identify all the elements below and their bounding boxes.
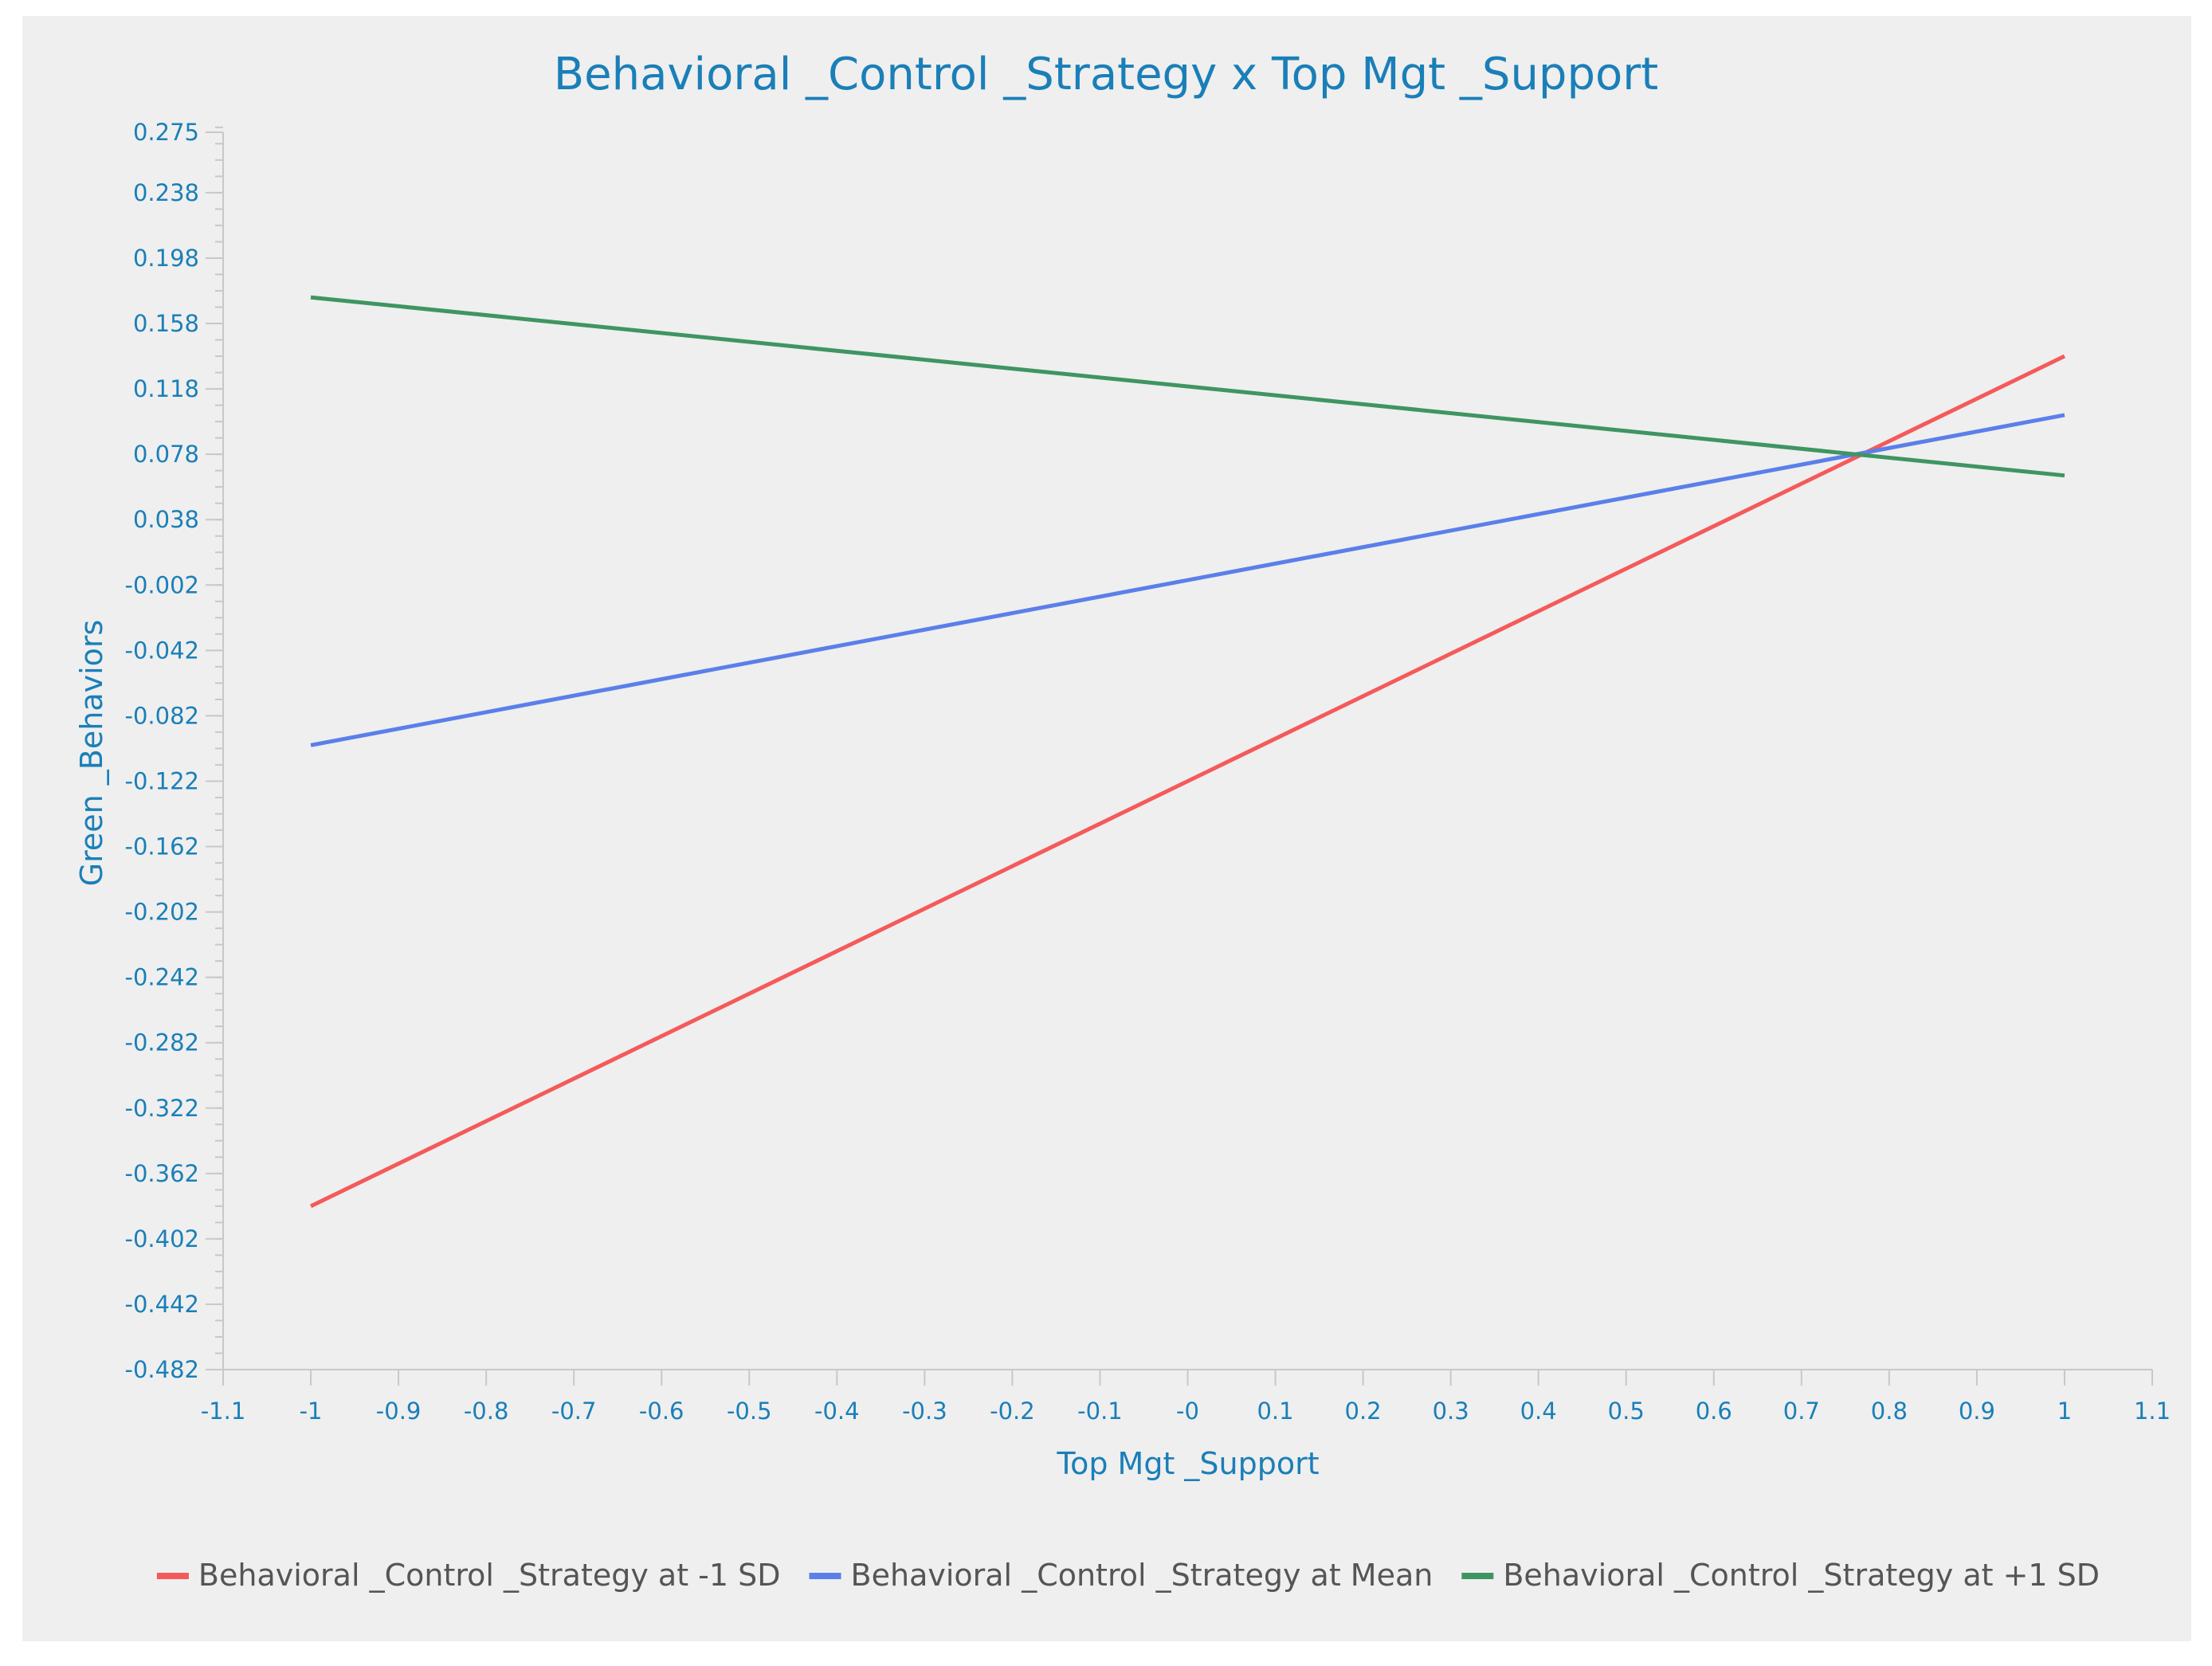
y-tick-label: -0.242 <box>125 964 200 991</box>
legend-item-3: Behavioral _Control _Strategy at +1 SD <box>1461 1558 2100 1593</box>
y-tick-label: 0.238 <box>133 179 199 206</box>
y-tick-label: -0.442 <box>125 1291 200 1318</box>
x-tick-label: -0.7 <box>551 1397 597 1425</box>
y-tick-label: -0.402 <box>125 1225 200 1252</box>
y-tick-label: -0.362 <box>125 1160 200 1187</box>
legend-label: Behavioral _Control _Strategy at +1 SD <box>1503 1558 2100 1593</box>
y-axis: 0.275 0.238 0.198 0.158 0.118 0.078 0.038 -0.00… <box>125 119 224 1383</box>
y-tick-label: 0.198 <box>133 245 199 272</box>
line-chart: Behavioral _Control _Strategy x Top Mgt … <box>74 49 2171 1593</box>
y-tick-label: -0.162 <box>125 833 200 860</box>
x-tick-label: -0.3 <box>902 1397 947 1425</box>
x-tick-label: 0.6 <box>1696 1397 1732 1425</box>
y-tick-label: 0.038 <box>133 506 199 533</box>
x-tick-label: -1 <box>300 1397 323 1425</box>
x-tick-label: -0.6 <box>639 1397 684 1425</box>
y-axis-title: Green _Behaviors <box>74 620 109 887</box>
x-tick-label: -0 <box>1176 1397 1199 1425</box>
x-tick-label: -0.9 <box>376 1397 422 1425</box>
y-tick-label: -0.122 <box>125 767 200 794</box>
x-axis-title: Top Mgt _Support <box>1056 1446 1319 1481</box>
legend: Behavioral _Control _Strategy at -1 SD Be… <box>156 1558 2100 1593</box>
y-tick-label: -0.282 <box>125 1029 200 1056</box>
series-line-1 <box>309 354 2066 1209</box>
series-line-3 <box>310 295 2065 478</box>
x-tick-label: 0.4 <box>1520 1397 1557 1425</box>
chart-title: Behavioral _Control _Strategy x Top Mgt … <box>554 49 1659 100</box>
x-tick-label: 0.1 <box>1257 1397 1293 1425</box>
x-tick-label: -1.1 <box>201 1397 246 1425</box>
y-tick-label: -0.202 <box>125 899 200 926</box>
series-line-2 <box>310 413 2065 747</box>
legend-item-2: Behavioral _Control _Strategy at Mean <box>809 1558 1433 1593</box>
y-tick-label: 0.275 <box>133 119 199 146</box>
x-tick-label: 0.3 <box>1433 1397 1469 1425</box>
x-tick-label: -0.2 <box>990 1397 1035 1425</box>
x-tick-label: 1.1 <box>2134 1397 2171 1425</box>
legend-item-1: Behavioral _Control _Strategy at -1 SD <box>156 1558 781 1593</box>
legend-label: Behavioral _Control _Strategy at Mean <box>851 1558 1433 1593</box>
x-tick-label: 0.8 <box>1871 1397 1908 1425</box>
y-tick-label: -0.002 <box>125 571 200 598</box>
legend-label: Behavioral _Control _Strategy at -1 SD <box>198 1558 781 1593</box>
series-lines <box>309 295 2066 1209</box>
x-tick-label: 0.9 <box>1959 1397 1995 1425</box>
x-tick-label: -0.1 <box>1077 1397 1123 1425</box>
x-tick-label: 1 <box>2057 1397 2072 1425</box>
y-tick-label: 0.078 <box>133 441 199 468</box>
x-tick-label: 0.5 <box>1608 1397 1645 1425</box>
x-tick-label: -0.5 <box>727 1397 772 1425</box>
x-tick-label: 0.7 <box>1783 1397 1820 1425</box>
y-tick-label: -0.082 <box>125 702 200 729</box>
x-axis: -1.1 -1 -0.9 -0.8 -0.7 -0.6 -0.5 -0.4 -0.3 -0.2 -0… <box>201 1369 2171 1425</box>
y-tick-label: -0.482 <box>125 1356 200 1383</box>
y-tick-label: -0.322 <box>125 1095 200 1122</box>
y-tick-label: 0.158 <box>133 310 199 337</box>
chart-panel: Behavioral _Control _Strategy x Top Mgt … <box>22 16 2191 1641</box>
x-tick-label: 0.2 <box>1345 1397 1382 1425</box>
y-tick-label: -0.042 <box>125 637 200 664</box>
y-tick-label: 0.118 <box>133 375 199 402</box>
x-tick-label: -0.8 <box>464 1397 509 1425</box>
x-tick-label: -0.4 <box>814 1397 860 1425</box>
